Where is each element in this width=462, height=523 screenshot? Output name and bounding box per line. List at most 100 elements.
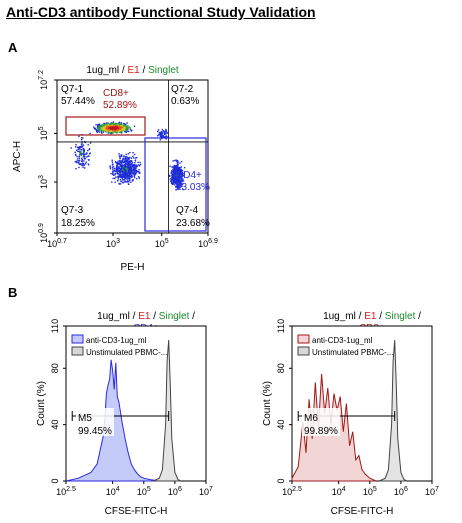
scatter-point	[139, 172, 141, 174]
scatter-point	[112, 170, 114, 172]
scatter-point	[109, 125, 111, 127]
scatter-point	[160, 137, 163, 140]
panel-b1-x-tick-label: 107	[199, 486, 213, 497]
scatter-point	[113, 167, 115, 170]
scatter-point	[121, 165, 123, 168]
scatter-point	[120, 162, 123, 164]
scatter-point	[122, 158, 124, 160]
scatter-point	[129, 176, 131, 178]
scatter-point	[165, 133, 167, 135]
scatter-point	[85, 153, 87, 155]
scatter-point	[135, 171, 138, 173]
scatter-point	[137, 161, 139, 164]
scatter-point	[128, 175, 130, 177]
scatter-point	[179, 169, 181, 171]
scatter-point	[110, 122, 112, 125]
scatter-point	[97, 124, 99, 126]
scatter-point	[89, 142, 92, 144]
scatter-point	[78, 157, 81, 160]
scatter-point	[132, 179, 134, 181]
scatter-point	[88, 148, 91, 150]
scatter-point	[119, 131, 121, 133]
panel-b2-plot-frame	[291, 325, 433, 482]
scatter-point	[110, 122, 113, 124]
y-tick-label: 103	[38, 175, 49, 189]
panel-b2-x-tick-label: 105	[363, 486, 377, 497]
scatter-point	[115, 126, 118, 128]
scatter-point	[117, 129, 120, 132]
scatter-point	[128, 163, 130, 165]
scatter-point	[171, 166, 173, 168]
panel-b1-y-axis-label: Count (%)	[36, 381, 47, 426]
scatter-point	[170, 172, 173, 175]
scatter-point	[98, 126, 100, 129]
scatter-point	[182, 178, 184, 180]
scatter-point	[175, 173, 177, 176]
scatter-point	[133, 176, 136, 179]
scatter-point	[175, 181, 177, 183]
scatter-point	[129, 176, 131, 179]
scatter-point	[181, 178, 183, 181]
scatter-point	[119, 168, 122, 171]
scatter-point	[126, 161, 128, 163]
scatter-point	[176, 181, 178, 183]
scatter-point	[126, 157, 128, 159]
scatter-point	[128, 130, 130, 133]
scatter-point	[175, 171, 177, 173]
scatter-point	[117, 169, 119, 171]
panel-b2-legend-label-unstimulated: Unstimulated PBMC-...	[312, 348, 393, 357]
scatter-point	[122, 157, 125, 159]
scatter-point	[126, 178, 128, 180]
scatter-point	[128, 173, 130, 175]
scatter-point	[124, 172, 126, 174]
scatter-point	[177, 170, 180, 172]
scatter-point	[103, 122, 105, 125]
scatter-point	[101, 124, 103, 127]
scatter-point	[119, 129, 121, 132]
cd8-gate	[65, 116, 146, 136]
scatter-point	[103, 124, 106, 127]
scatter-point	[129, 179, 131, 182]
scatter-point	[80, 163, 82, 165]
scatter-point	[78, 150, 80, 153]
scatter-point	[112, 173, 114, 176]
scatter-point	[94, 127, 97, 130]
scatter-point	[93, 126, 95, 128]
panel-b1-x-tick-label: 106	[168, 486, 182, 497]
scatter-point	[120, 174, 122, 176]
scatter-point	[179, 162, 181, 164]
scatter-point	[119, 171, 121, 174]
scatter-point	[129, 166, 132, 168]
scatter-point	[128, 161, 130, 163]
scatter-point	[176, 168, 179, 171]
scatter-point	[181, 169, 184, 172]
scatter-point	[80, 138, 83, 141]
panel-b2-series-unstimulated	[378, 340, 408, 482]
scatter-point	[180, 186, 182, 188]
scatter-point	[117, 176, 120, 179]
scatter-point	[173, 165, 176, 167]
scatter-point	[120, 123, 122, 126]
scatter-point	[174, 172, 176, 174]
scatter-point	[175, 180, 177, 182]
scatter-point	[181, 173, 184, 175]
scatter-point	[116, 171, 119, 173]
scatter-point	[176, 175, 179, 178]
scatter-point	[121, 160, 123, 162]
scatter-point	[111, 168, 114, 170]
scatter-point	[125, 155, 127, 158]
scatter-point	[108, 127, 111, 129]
scatter-point	[172, 168, 174, 170]
scatter-point	[181, 179, 184, 182]
scatter-point	[130, 170, 133, 172]
scatter-point	[114, 128, 116, 130]
panel-b2-x-tick-label: 102.5	[282, 486, 302, 497]
scatter-point	[172, 178, 174, 181]
scatter-point	[177, 171, 179, 173]
scatter-point	[131, 161, 134, 164]
scatter-point	[98, 131, 101, 133]
scatter-point	[98, 123, 101, 125]
scatter-point	[96, 127, 99, 129]
panel-b1-marker-name: M5	[78, 413, 92, 424]
scatter-point	[112, 129, 115, 132]
